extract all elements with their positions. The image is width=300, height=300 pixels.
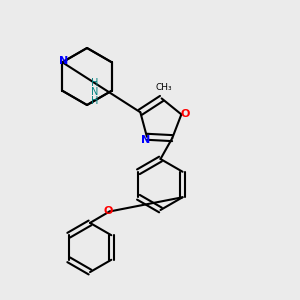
Text: O: O: [103, 206, 113, 216]
Text: N: N: [141, 135, 150, 145]
Text: N: N: [59, 56, 68, 66]
Text: O: O: [181, 109, 190, 119]
Text: H
N
H: H N H: [92, 78, 99, 106]
Text: CH₃: CH₃: [156, 83, 172, 92]
